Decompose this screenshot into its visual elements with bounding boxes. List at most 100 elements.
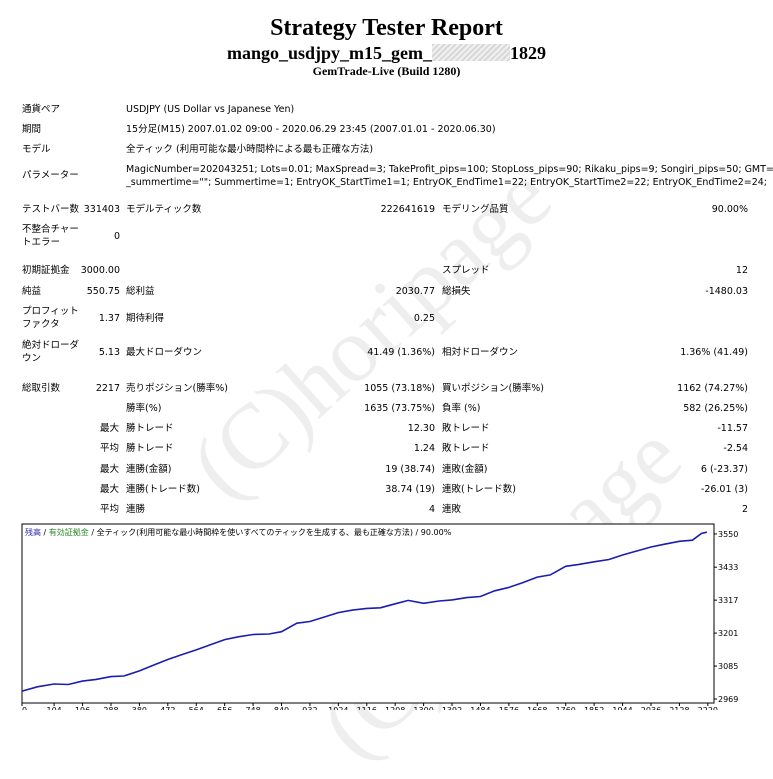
x-tick-label-9: 840 <box>274 706 289 710</box>
label-avg-loss: 敗トレード <box>442 443 490 454</box>
value-gross-loss: -1480.03 <box>705 286 748 297</box>
x-axis: 0 104 196 288 380 472 564 656 748 840 932 1024 1116 1… <box>21 703 718 710</box>
x-tick-label-1: 104 <box>46 706 61 710</box>
value-symbol: USDJPY (US Dollar vs Japanese Yen) <box>126 104 295 115</box>
y-tick-label-5: 2969 <box>718 695 738 704</box>
legend-item-6: 90.00% <box>418 528 451 537</box>
value-period: 15分足(M15) 2007.01.02 09:00 - 2020.06.29 … <box>126 124 496 135</box>
x-tick-label-8: 748 <box>245 706 260 710</box>
x-tick-label-11: 1024 <box>328 706 348 710</box>
label-largest-loss: 敗トレード <box>442 423 490 434</box>
x-tick-label-24: 2220 <box>698 706 718 710</box>
value-loss-rate: 582 (26.25%) <box>683 403 748 414</box>
label-max-1: 最大 <box>100 423 120 434</box>
label-avg-1: 平均 <box>100 443 120 454</box>
x-tick-label-20: 1852 <box>584 706 604 710</box>
legend-item-5: / <box>413 528 419 537</box>
x-tick-label-4: 380 <box>132 706 147 710</box>
label-consec-loss: 連敗(トレード数) <box>442 484 516 495</box>
value-short-positions: 1055 (73.18%) <box>364 383 435 394</box>
label-consec-wins: 連勝(金額) <box>126 464 172 475</box>
x-tick-label-12: 1116 <box>357 706 377 710</box>
label-consec-losses: 連敗(金額) <box>442 464 488 475</box>
x-tick-label-18: 1668 <box>527 706 547 710</box>
value-abs-drawdown: 5.13 <box>98 347 120 358</box>
ea-name-suffix: 1829 <box>510 43 546 63</box>
value-avg-loss: -2.54 <box>723 443 748 454</box>
label-spread: スプレッド <box>442 265 490 276</box>
y-tick-label-2: 3317 <box>718 596 738 605</box>
value-deposit: 3000.00 <box>80 265 120 276</box>
label-loss-rate: 負率 (%) <box>442 403 481 414</box>
label-max-drawdown: 最大ドローダウン <box>126 347 203 358</box>
x-tick-label-17: 1576 <box>499 706 519 710</box>
value-expected-payoff: 0.25 <box>413 313 435 324</box>
value-mismatch: 0 <box>113 231 120 242</box>
x-tick-label-6: 564 <box>189 706 204 710</box>
label-avg-consec-losses: 連敗 <box>442 504 462 515</box>
label-period: 期間 <box>22 124 42 135</box>
value-net-profit: 550.75 <box>86 286 120 297</box>
value-model: 全ティック (利用可能な最小時間枠による最も正確な方法) <box>126 144 374 155</box>
value-consec-losses: 6 (-23.37) <box>700 464 748 475</box>
x-tick-label-16: 1484 <box>470 706 490 710</box>
watermark-top: (C)horipage <box>171 144 570 518</box>
value-win-rate: 1635 (73.75%) <box>364 403 435 414</box>
value-parameters-line2: _summertime=""; Summertime=1; EntryOK_St… <box>126 177 767 188</box>
legend-item-1: / <box>41 528 47 537</box>
label-profit-factor-1: プロフィット <box>22 306 79 317</box>
balance-line <box>21 531 708 692</box>
y-tick-label-3: 3201 <box>718 629 738 638</box>
label-gross-loss: 総損失 <box>442 286 471 297</box>
x-tick-label-22: 2036 <box>641 706 661 710</box>
value-avg-win: 1.24 <box>413 443 435 454</box>
x-tick-label-14: 1300 <box>413 706 433 710</box>
value-ticks: 222641619 <box>380 204 435 215</box>
label-total-trades: 総取引数 <box>22 383 61 394</box>
value-long-positions: 1162 (74.27%) <box>677 383 748 394</box>
label-model: モデル <box>22 144 51 155</box>
value-avg-consec-wins: 4 <box>428 504 435 515</box>
x-tick-label-0: 0 <box>22 706 27 710</box>
label-win-rate: 勝率(%) <box>126 403 162 414</box>
label-parameters: パラメーター <box>22 170 79 181</box>
label-max-2: 最大 <box>100 464 120 475</box>
y-tick-label-4: 3085 <box>718 662 738 671</box>
value-consec-wins: 19 (38.74) <box>385 464 435 475</box>
value-largest-loss: -11.57 <box>717 423 748 434</box>
report-title: Strategy Tester Report <box>270 15 503 41</box>
label-long-positions: 買いポジション(勝率%) <box>442 383 544 394</box>
value-bars: 331403 <box>83 204 120 215</box>
x-tick-label-23: 2128 <box>669 706 689 710</box>
label-consec-profit: 連勝(トレード数) <box>126 484 200 495</box>
legend-item-3: / <box>89 528 95 537</box>
label-avg-win: 勝トレード <box>126 443 174 454</box>
chart-frame <box>21 523 715 704</box>
label-mismatch-1: 不整合チャー <box>22 224 79 235</box>
value-quality: 90.00% <box>711 204 748 215</box>
x-tick-label-21: 1944 <box>612 706 632 710</box>
value-avg-consec-losses: 2 <box>741 504 748 515</box>
legend-item-4: 全ティック(利用可能な最小時間枠を使いすべてのティックを生成する、最も正確な方法… <box>94 527 413 537</box>
y-axis: 3550 3433 3317 3201 3085 2969 <box>714 530 738 704</box>
label-net-profit: 純益 <box>22 286 42 297</box>
x-tick-label-15: 1392 <box>442 706 462 710</box>
value-consec-profit: 38.74 (19) <box>385 484 435 495</box>
x-tick-label-3: 288 <box>103 706 118 710</box>
label-rel-drawdown: 相対ドローダウン <box>442 347 519 358</box>
y-tick-label-1: 3433 <box>718 563 738 572</box>
label-largest-win: 勝トレード <box>126 423 174 434</box>
x-tick-label-10: 932 <box>302 706 317 710</box>
x-tick-label-19: 1760 <box>556 706 576 710</box>
value-spread: 12 <box>735 265 748 276</box>
server-build: GemTrade-Live (Build 1280) <box>312 64 461 78</box>
ea-name: mango_usdjpy_m15_gem_ 1829 <box>0 42 773 64</box>
legend-item-0: 残高 <box>25 527 41 537</box>
x-tick-label-13: 1208 <box>385 706 405 710</box>
ea-name-prefix: mango_usdjpy_m15_gem_ <box>226 43 432 63</box>
label-profit-factor-2: ファクタ <box>22 319 60 330</box>
label-avg-consec-wins: 連勝 <box>126 504 146 515</box>
label-expected-payoff: 期待利得 <box>126 313 165 324</box>
value-gross-profit: 2030.77 <box>395 286 435 297</box>
legend-item-2: 有効証拠金 <box>46 527 89 537</box>
